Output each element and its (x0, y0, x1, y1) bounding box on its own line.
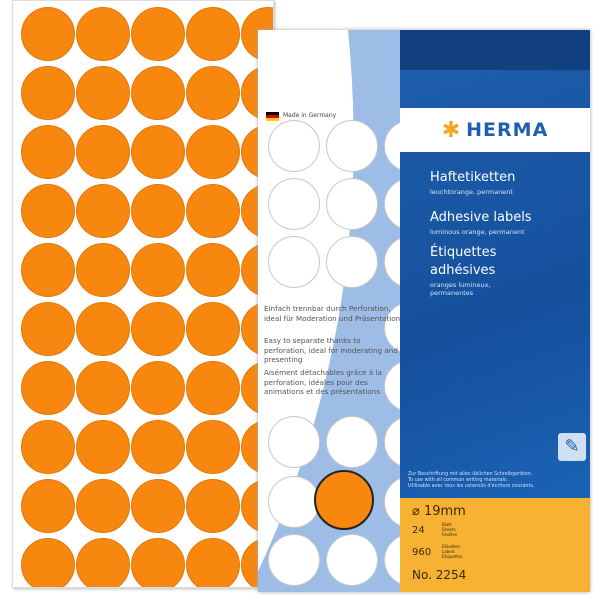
orange-dot-label (21, 7, 75, 61)
orange-dot-label (21, 184, 75, 238)
orange-dot-label (131, 184, 185, 238)
writing-fr: Utilisable avec tous les ustensils d'écr… (408, 484, 535, 489)
sheets-label: Blatt Sheets Feuilles (442, 522, 457, 537)
orange-dot-label (76, 302, 130, 356)
orange-dot-label (186, 125, 240, 179)
white-dot-label (326, 416, 378, 468)
orange-dot-label (76, 479, 130, 533)
product-number: No. 2254 (412, 568, 467, 582)
orange-dot-label (131, 420, 185, 474)
orange-dot-label (186, 420, 240, 474)
title-fr-1: Étiquettes (430, 245, 497, 260)
desc-en: Easy to separate thanks to perforation, … (264, 336, 398, 364)
sub-de: leuchtorange, permanent (430, 188, 513, 196)
orange-dot-label (21, 66, 75, 120)
white-dot-label (268, 416, 320, 468)
asterisk-icon: ✱ (441, 117, 461, 143)
orange-dot-label (131, 302, 185, 356)
hang-tab (400, 30, 590, 70)
writing-de: Zur Beschriftung mit allen üblichen Schr… (408, 472, 533, 477)
orange-dot-label (76, 361, 130, 415)
writing-en: To use with all common writing materials… (408, 478, 508, 483)
orange-dot-label (131, 7, 185, 61)
orange-dot-label (76, 7, 130, 61)
orange-dot-label (131, 538, 185, 587)
orange-dot-label (76, 420, 130, 474)
orange-dot-label (131, 361, 185, 415)
orange-dot-label (76, 538, 130, 587)
herma-logo: ✱ HERMA (400, 108, 590, 152)
orange-dot-label (186, 479, 240, 533)
title-en: Adhesive labels (430, 210, 532, 225)
made-in-germany: Made in Germany (283, 112, 337, 119)
orange-dot-label (131, 479, 185, 533)
orange-dot-label (186, 184, 240, 238)
orange-dot-label (186, 538, 240, 587)
sub-fr-1: oranges lumineux, (430, 281, 491, 289)
orange-dot-label (76, 125, 130, 179)
white-dot-label (326, 120, 378, 172)
orange-sample-dot (314, 470, 374, 530)
orange-dot-label (76, 243, 130, 297)
desc-fr: Aisément détachables grâce à la perforat… (264, 368, 382, 396)
labels-label: Etiketten Labels Etiquettes (442, 544, 463, 559)
white-dot-label (268, 534, 320, 586)
german-flag-icon (266, 112, 279, 121)
orange-dot-label (21, 361, 75, 415)
orange-dot-label (21, 538, 75, 587)
orange-dot-label (76, 66, 130, 120)
orange-dot-label (21, 243, 75, 297)
orange-dot-label (186, 7, 240, 61)
orange-label-sheet (12, 0, 274, 588)
orange-dot-label (21, 302, 75, 356)
desc-de: Einfach trennbar durch Perforation, idea… (264, 304, 401, 323)
orange-dot-label (21, 125, 75, 179)
orange-dot-label (21, 420, 75, 474)
title-de: Haftetiketten (430, 170, 516, 185)
white-dot-label (268, 178, 320, 230)
orange-dot-label (21, 479, 75, 533)
labels-count: 960 (412, 547, 432, 558)
title-fr-2: adhésives (430, 263, 496, 278)
sub-fr-2: permanentes (430, 289, 474, 297)
pen-icon: ✎ (558, 433, 586, 461)
orange-dot-label (186, 302, 240, 356)
orange-dot-label (186, 361, 240, 415)
orange-dot-label (186, 243, 240, 297)
orange-dot-label (131, 243, 185, 297)
white-dot-label (326, 236, 378, 288)
sheets-count: 24 (412, 525, 425, 536)
white-dot-label (268, 236, 320, 288)
orange-dot-label (131, 125, 185, 179)
sub-en: luminous orange, permanent (430, 228, 525, 236)
white-dot-label (326, 534, 378, 586)
white-dot-label (268, 120, 320, 172)
orange-dot-label (186, 66, 240, 120)
white-dot-label (268, 476, 320, 528)
diameter: ⌀ 19mm (412, 504, 466, 519)
herma-package: Made in Germany Einfach trennbar durch P… (258, 30, 590, 592)
orange-dot-label (131, 66, 185, 120)
white-dot-label (326, 178, 378, 230)
info-panel: ⌀ 19mm 24 Blatt Sheets Feuilles 960 Etik… (400, 498, 590, 592)
orange-dot-label (76, 184, 130, 238)
